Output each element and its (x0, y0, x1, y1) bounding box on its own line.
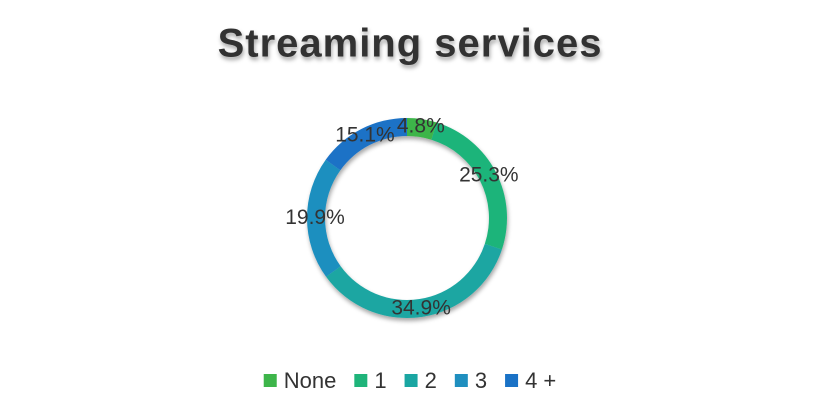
data-labels: 4.8% 25.3% 34.9% 19.9% 15.1% (285, 115, 518, 320)
donut-segment (326, 243, 502, 318)
donut-segment (407, 118, 437, 140)
data-label: 15.1% (335, 124, 395, 147)
legend-label: 1 (374, 368, 386, 393)
legend-swatch (505, 374, 519, 387)
legend-label: 2 (425, 368, 437, 393)
legend-swatch (454, 374, 468, 387)
data-label: 19.9% (285, 206, 345, 229)
donut-segment (431, 122, 507, 250)
donut (306, 117, 507, 318)
legend-swatch (263, 374, 277, 387)
legend-label: 3 (475, 368, 487, 393)
data-label: 34.9% (391, 296, 451, 319)
legend-swatch (404, 374, 418, 387)
donut-segment (306, 159, 341, 277)
legend-swatch (354, 374, 368, 387)
legend: None 1 2 3 4 + (263, 368, 556, 393)
chart-title: Streaming services (218, 22, 603, 66)
legend-label: None (284, 368, 337, 393)
legend-label: 4 + (525, 368, 556, 393)
donut-segment (325, 117, 407, 171)
data-label: 4.8% (397, 115, 445, 138)
data-label: 25.3% (459, 164, 519, 187)
